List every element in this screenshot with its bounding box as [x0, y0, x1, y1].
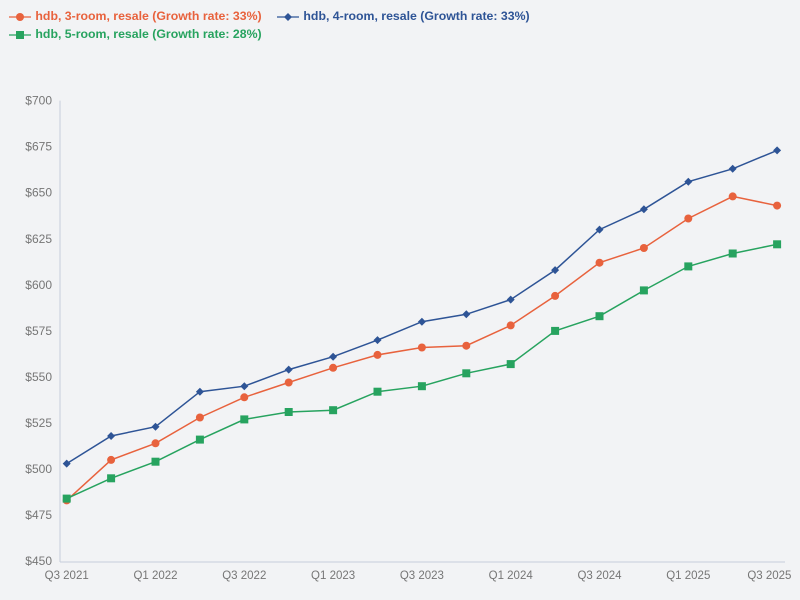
svg-text:$575: $575 — [25, 324, 52, 338]
svg-text:$550: $550 — [25, 370, 52, 384]
svg-text:Q3 2022: Q3 2022 — [222, 570, 266, 582]
svg-text:$500: $500 — [25, 462, 52, 476]
svg-text:Q1 2024: Q1 2024 — [489, 570, 534, 582]
svg-text:$600: $600 — [25, 278, 52, 292]
svg-text:$700: $700 — [25, 94, 52, 108]
svg-text:$450: $450 — [25, 554, 52, 568]
svg-text:Q1 2023: Q1 2023 — [311, 570, 355, 582]
svg-text:Q1 2022: Q1 2022 — [133, 570, 177, 582]
svg-text:Q3 2025: Q3 2025 — [747, 570, 791, 582]
svg-text:$525: $525 — [25, 416, 52, 430]
svg-text:$625: $625 — [25, 232, 52, 246]
svg-text:Q1 2025: Q1 2025 — [666, 570, 710, 582]
svg-text:$675: $675 — [25, 140, 52, 154]
svg-text:$475: $475 — [25, 508, 52, 522]
svg-text:Q3 2024: Q3 2024 — [577, 570, 622, 582]
svg-text:$650: $650 — [25, 186, 52, 200]
svg-text:Q3 2021: Q3 2021 — [45, 570, 89, 582]
svg-text:Q3 2023: Q3 2023 — [400, 570, 444, 582]
